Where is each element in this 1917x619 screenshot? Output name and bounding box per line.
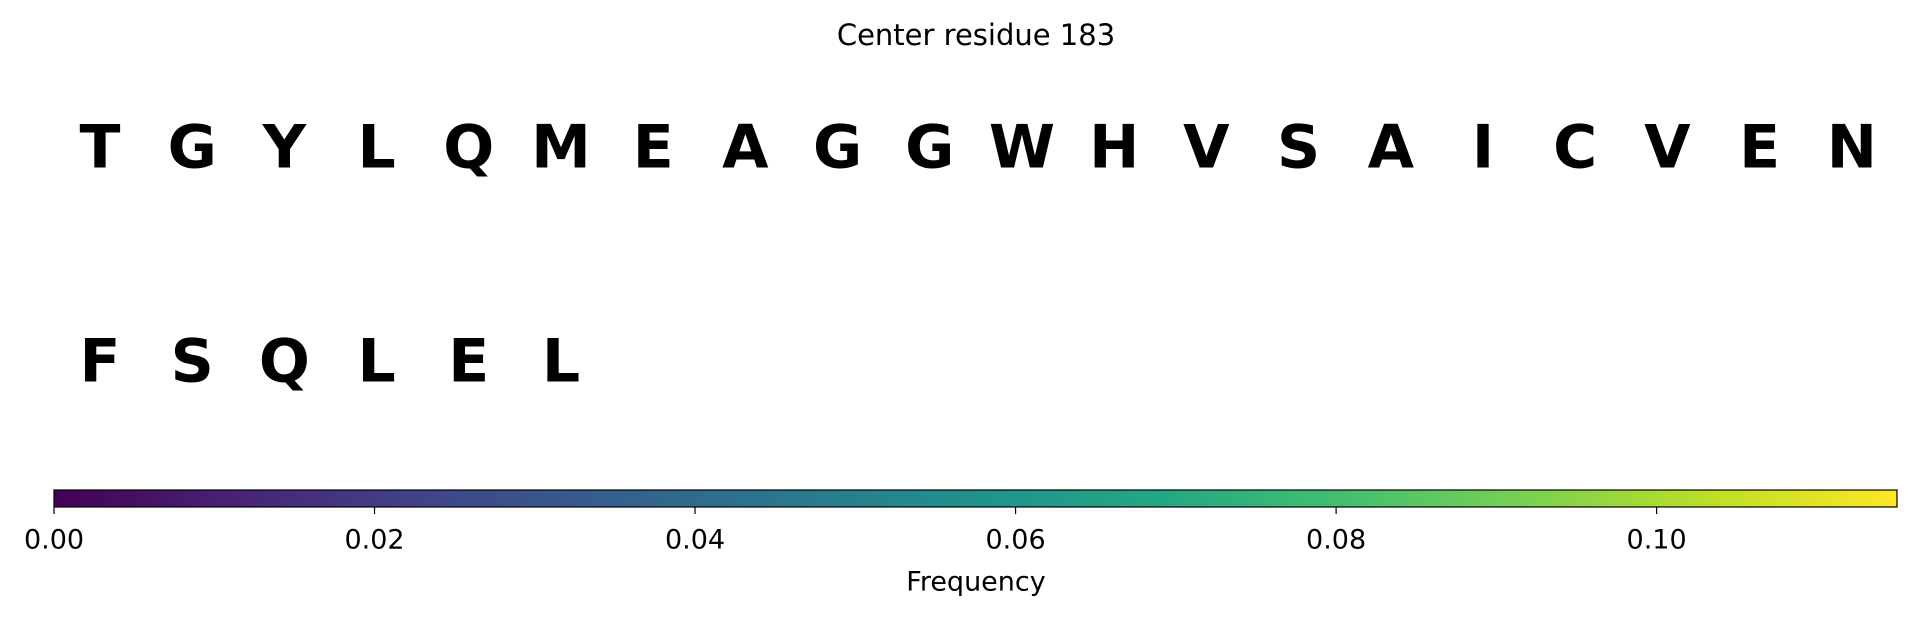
residue-letter: S xyxy=(1277,113,1320,183)
residue-letter: F xyxy=(80,327,121,397)
residue-letter: M xyxy=(531,113,591,183)
residue-letter: Y xyxy=(262,113,308,183)
residue-letter: E xyxy=(633,113,674,183)
residue-letter: E xyxy=(448,327,489,397)
colorbar-tick-label: 0.04 xyxy=(665,525,725,556)
residue-letter: G xyxy=(813,113,862,183)
residue-letter: V xyxy=(1644,113,1691,183)
residue-letter: A xyxy=(1368,113,1415,183)
residue-letter: E xyxy=(1739,113,1780,183)
residue-letter: V xyxy=(1183,113,1230,183)
colorbar-label: Frequency xyxy=(906,567,1046,598)
residue-letter: W xyxy=(989,113,1055,183)
residue-letter: S xyxy=(171,327,214,397)
residue-letter: L xyxy=(357,327,395,397)
residue-letter: H xyxy=(1089,113,1139,183)
colorbar-tick-label: 0.00 xyxy=(24,525,84,556)
residue-letter: G xyxy=(168,113,217,183)
chart-title: Center residue 183 xyxy=(837,18,1115,52)
colorbar xyxy=(53,489,1898,508)
residue-letter: L xyxy=(357,113,395,183)
colorbar-tick-label: 0.10 xyxy=(1627,525,1687,556)
residue-letter: G xyxy=(905,113,954,183)
residue-letter: L xyxy=(542,327,580,397)
residue-letter: I xyxy=(1472,113,1494,183)
residue-letter: A xyxy=(722,113,769,183)
residue-letter: C xyxy=(1553,113,1597,183)
residue-letter: Q xyxy=(443,113,494,183)
colorbar-tick-label: 0.02 xyxy=(344,525,404,556)
colorbar-tick-label: 0.08 xyxy=(1306,525,1366,556)
colorbar-tick-label: 0.06 xyxy=(986,525,1046,556)
residue-letter: T xyxy=(80,113,121,183)
residue-letter: N xyxy=(1827,113,1877,183)
residue-letter: Q xyxy=(259,327,310,397)
